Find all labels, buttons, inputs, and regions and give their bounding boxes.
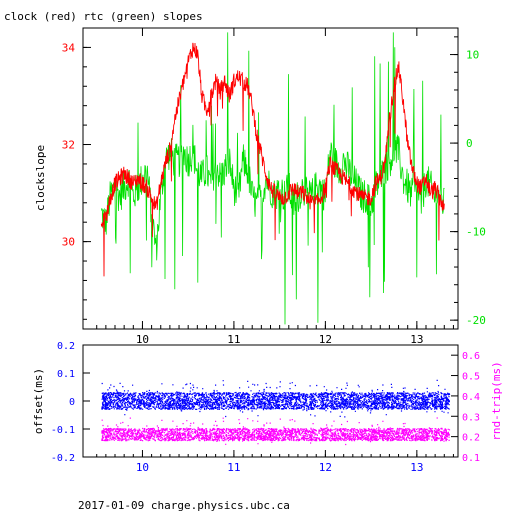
top-left-tick-label: 34	[62, 41, 76, 54]
top-x-tick-label: 13	[410, 333, 423, 346]
bottom-right-tick-label: 0.5	[462, 372, 480, 383]
top-right-tick-label: -20	[466, 314, 486, 327]
top-right-tick-label: 0	[466, 137, 473, 150]
bottom-x-tick-label: 10	[136, 461, 149, 474]
offset-scatter	[101, 379, 451, 418]
top-plot-area	[100, 32, 445, 325]
top-x-tick-label: 11	[227, 333, 240, 346]
bottom-right-tick-label: 0.1	[462, 453, 480, 464]
top-y-axis-label: clockslope	[34, 145, 47, 211]
bottom-axes: 10 11 12 13 0.2 0.1 0 -0.1 -0.2 0.6 0.5 0.4 0.3 0.2 0.…	[51, 341, 480, 474]
bottom-left-tick-label: 0.2	[57, 341, 75, 352]
bottom-left-tick-label: 0.1	[57, 369, 75, 380]
bottom-x-tick-label: 12	[319, 461, 332, 474]
bottom-plot-area	[101, 379, 451, 446]
bottom-right-tick-label: 0.6	[462, 351, 480, 362]
top-x-tick-label: 12	[319, 333, 332, 346]
clock-series-line	[100, 42, 445, 277]
top-axes: 10 11 12 13 30 32 34 10 0 -10 -20	[62, 28, 486, 346]
rnd-trip-scatter	[101, 417, 451, 446]
top-right-tick-label: 10	[466, 49, 479, 62]
bottom-right-tick-label: 0.2	[462, 433, 480, 444]
bottom-right-tick-label: 0.3	[462, 412, 480, 423]
bottom-right-axis-label: rnd-trip(ms)	[490, 361, 503, 440]
bottom-left-axis-label: offset(ms)	[32, 368, 45, 434]
bottom-left-tick-label: -0.2	[51, 453, 75, 464]
top-left-tick-label: 30	[62, 236, 75, 249]
bottom-right-tick-label: 0.4	[462, 392, 480, 403]
top-x-tick-label: 10	[136, 333, 149, 346]
bottom-left-tick-label: 0	[69, 397, 75, 408]
top-left-tick-label: 32	[62, 139, 75, 152]
footer-text: 2017-01-09 charge.physics.ubc.ca	[78, 499, 290, 512]
chart-title: clock (red) rtc (green) slopes	[4, 10, 203, 23]
rtc-series-line	[100, 32, 445, 325]
bottom-x-tick-label: 13	[410, 461, 423, 474]
bottom-x-tick-label: 11	[227, 461, 240, 474]
bottom-left-tick-label: -0.1	[51, 425, 75, 436]
top-right-tick-label: -10	[466, 226, 486, 239]
